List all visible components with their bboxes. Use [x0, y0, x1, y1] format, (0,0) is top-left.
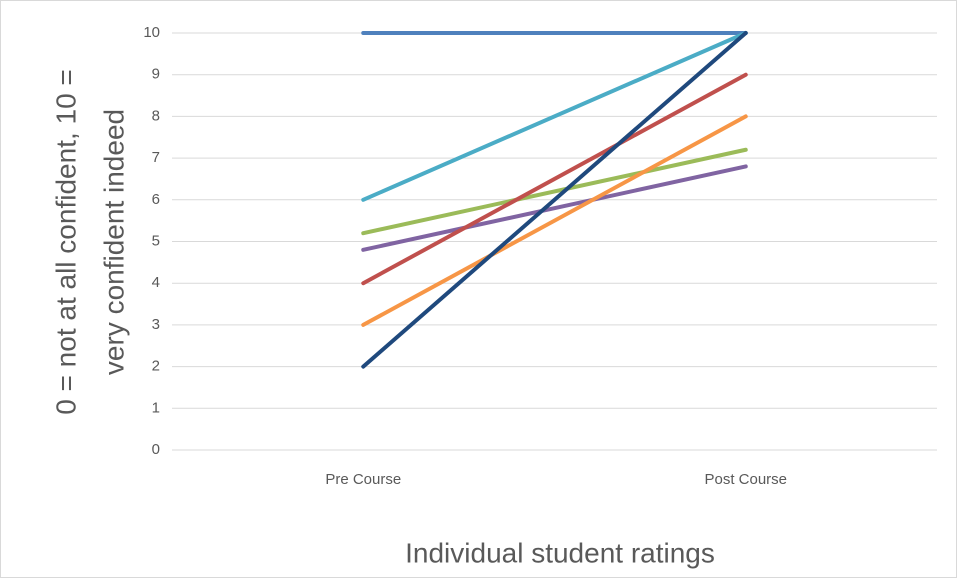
y-tick-label: 3 — [152, 316, 160, 333]
y-tick-label: 7 — [152, 149, 160, 166]
series-line — [361, 72, 748, 286]
x-axis-title: Individual student ratings — [405, 537, 715, 568]
y-axis-title: very confident indeed — [98, 109, 129, 375]
y-tick-label: 5 — [152, 232, 160, 249]
y-tick-label: 2 — [152, 358, 160, 375]
series-line — [361, 114, 748, 327]
y-tick-label: 6 — [152, 191, 160, 208]
x-tick-label: Pre Course — [325, 471, 401, 488]
y-tick-label: 10 — [143, 24, 160, 41]
y-axis-title: 0 = not at all confident, 10 = — [50, 69, 81, 415]
series-line — [361, 164, 748, 252]
y-tick-label: 9 — [152, 66, 160, 83]
y-tick-label: 1 — [152, 399, 160, 416]
y-tick-label: 0 — [152, 441, 160, 458]
x-tick-label: Post Course — [704, 471, 787, 488]
series-line — [361, 31, 748, 369]
y-tick-label: 8 — [152, 107, 160, 124]
series-line — [361, 147, 748, 236]
y-tick-label: 4 — [152, 274, 160, 291]
series-line — [361, 31, 748, 202]
